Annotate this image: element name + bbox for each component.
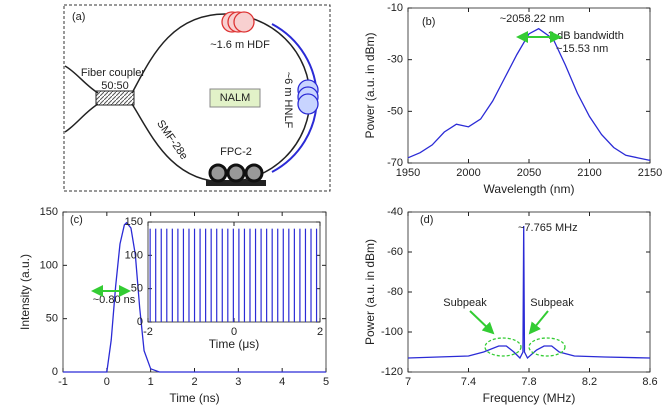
x-tick-label: 2150	[638, 167, 662, 179]
chart-panel: 1950 2000 2050 2100 2150 -70 -50 -30 -10 Waveleng…	[363, 2, 662, 196]
annotation: ~0.80 ns	[93, 294, 136, 306]
x-tick-label: -1	[58, 376, 68, 388]
x-tick-label: 2000	[456, 167, 480, 179]
hnlf-coil	[297, 79, 319, 115]
y-axis-label: Power (a.u. in dBm)	[363, 239, 377, 345]
subpeak-marker	[528, 337, 566, 357]
annotation: (c)	[70, 214, 83, 226]
y-tick-label: 50	[46, 313, 58, 325]
x-tick-label: 2050	[517, 167, 541, 179]
coupler-label: Fiber coupler	[81, 67, 146, 79]
x-tick-label: 2	[317, 326, 323, 338]
x-axis-label: Frequency (MHz)	[483, 391, 576, 405]
x-axis-label: Time (μs)	[209, 337, 259, 351]
annotation: (b)	[422, 16, 435, 28]
chart-panel: 7 7.4 7.8 8.2 8.6 -120 -100 -80 -60 -40 Frequency …	[363, 206, 658, 405]
x-axis-label: Time (ns)	[169, 391, 219, 405]
nalm-label: NALM	[220, 92, 251, 104]
subpeak-marker	[484, 337, 522, 357]
nalm-box	[209, 88, 261, 108]
fpc-label: FPC-2	[220, 146, 252, 158]
data-line	[407, 225, 651, 360]
y-tick-label: -60	[387, 246, 403, 258]
panel-label: (a)	[72, 11, 85, 23]
data-line	[407, 27, 651, 162]
x-tick-label: 0	[104, 376, 110, 388]
fpc-base	[206, 180, 266, 186]
ratio-label: 50:50	[101, 80, 129, 92]
x-tick-label: 2	[191, 376, 197, 388]
x-tick-label: -2	[143, 326, 153, 338]
annotation: Subpeak	[443, 297, 487, 309]
annotation: 3 dB bandwidth	[548, 30, 624, 42]
annotation-arrow	[469, 310, 495, 335]
y-tick-label: -10	[387, 2, 403, 14]
annotation: ~15.53 nm	[556, 43, 608, 55]
y-tick-label: -120	[381, 366, 403, 378]
setup-diagram: (a) ~1.6 m HDF Fiber coupler 50:50 NALM …	[63, 4, 331, 192]
y-tick-label: 150	[40, 206, 58, 218]
y-tick-label: -80	[387, 286, 403, 298]
x-tick-label: 5	[323, 376, 329, 388]
x-tick-label: 7.8	[521, 376, 536, 388]
x-tick-label: 0	[231, 326, 237, 338]
y-tick-label: 0	[137, 316, 143, 328]
annotation: (d)	[420, 214, 433, 226]
y-tick-label: 100	[40, 259, 58, 271]
plot-area	[147, 221, 321, 323]
x-tick-label: 8.6	[642, 376, 657, 388]
x-tick-label: 7.4	[461, 376, 476, 388]
y-axis-label: Intensity (a.u.)	[18, 254, 32, 330]
fpc-paddles	[208, 163, 264, 183]
annotation: ~7.765 MHz	[518, 222, 578, 234]
x-tick-label: 8.2	[582, 376, 597, 388]
y-tick-label: -30	[387, 54, 403, 66]
y-axis-label: Power (a.u. in dBm)	[363, 32, 377, 138]
x-axis-label: Wavelength (nm)	[484, 182, 575, 196]
x-tick-label: 7	[405, 376, 411, 388]
y-tick-label: 0	[52, 366, 58, 378]
y-tick-label: -100	[381, 326, 403, 338]
y-tick-label: 150	[125, 216, 143, 228]
annotation: Subpeak	[530, 297, 574, 309]
y-tick-label: 50	[131, 283, 143, 295]
x-tick-label: 3	[235, 376, 241, 388]
x-tick-label: 4	[279, 376, 285, 388]
x-tick-label: 2100	[577, 167, 601, 179]
diagram-frame	[63, 4, 331, 192]
data-line	[63, 221, 326, 373]
smf-label: SMF-28e	[154, 118, 190, 162]
x-tick-label: 1950	[396, 167, 420, 179]
annotation-arrow	[528, 310, 549, 335]
y-tick-label: 100	[125, 249, 143, 261]
hdf-coil	[221, 11, 255, 33]
fiber-coupler	[95, 90, 135, 106]
y-tick-label: -70	[387, 157, 403, 169]
y-tick-label: -50	[387, 105, 403, 117]
x-tick-label: 1	[148, 376, 154, 388]
y-tick-label: -40	[387, 206, 403, 218]
coupler-ports	[64, 65, 99, 133]
annotation: ~2058.22 nm	[500, 13, 565, 25]
hnlf-label: ~6 m HNLF	[282, 72, 294, 129]
hdf-label: ~1.6 m HDF	[210, 39, 270, 51]
